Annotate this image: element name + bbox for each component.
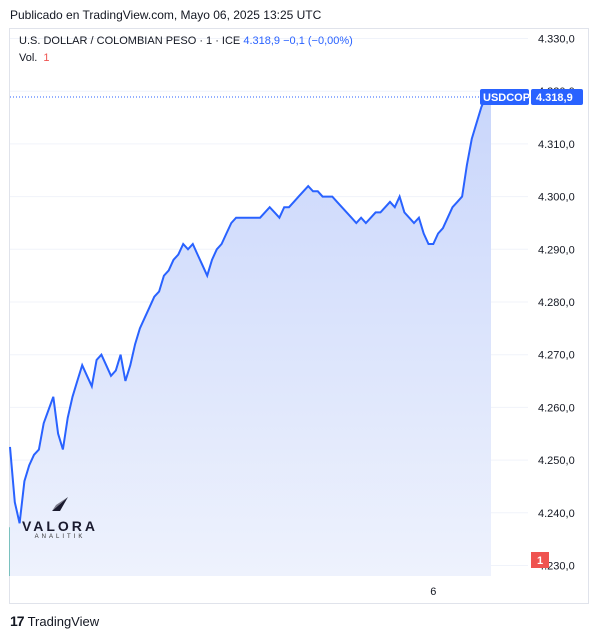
published-caption: Publicado en TradingView.com, Mayo 06, 2… (10, 8, 322, 22)
y-tick-label: 4.240,0 (538, 508, 575, 520)
svg-text:1: 1 (537, 555, 543, 567)
y-tick-label: 4.330,0 (538, 34, 575, 46)
volume-legend: Vol. 1 (19, 52, 49, 64)
time-axis: 6 (430, 586, 436, 598)
volume-tag: 1 (531, 552, 549, 568)
last-price: 4.318,9 (243, 35, 281, 47)
price-change: −0,1 (−0,00%) (283, 35, 353, 47)
price-line (9, 95, 492, 524)
tradingview-logo-icon: 17 (10, 613, 25, 629)
volume-value: 1 (43, 52, 50, 64)
volume-label: Vol. (19, 52, 38, 64)
symbol-label: U.S. DOLLAR / COLOMBIAN PESO · 1 · ICE (19, 35, 241, 47)
price-tag-value: 4.318,9 (536, 92, 573, 104)
y-tick-label: 4.310,0 (538, 139, 575, 151)
chart-legend: U.S. DOLLAR / COLOMBIAN PESO · 1 · ICE 4… (19, 35, 353, 47)
valora-logo-icon (52, 497, 68, 511)
y-tick-label: 4.250,0 (538, 455, 575, 467)
price-tag: USDCOP 4.318,9 (480, 89, 583, 106)
price-axis: 4.230,04.240,04.250,04.260,04.270,04.280… (538, 34, 575, 573)
y-tick-label: 4.260,0 (538, 402, 575, 414)
price-area (10, 96, 491, 576)
chart-frame (9, 28, 589, 604)
watermark-sub: ANALITIK (34, 534, 86, 540)
x-tick-label: 6 (430, 586, 436, 598)
y-tick-label: 4.280,0 (538, 297, 575, 309)
y-tick-label: 4.290,0 (538, 244, 575, 256)
price-tag-symbol: USDCOP (483, 92, 530, 104)
valora-watermark: VALORA ANALITIK (20, 495, 100, 540)
tradingview-brand: TradingView (27, 613, 100, 629)
y-tick-label: 4.270,0 (538, 350, 575, 362)
watermark-name: VALORA (21, 518, 99, 534)
tradingview-footer[interactable]: 17 TradingView (10, 613, 99, 629)
volume-bar (9, 527, 11, 576)
y-tick-label: 4.300,0 (538, 192, 575, 204)
